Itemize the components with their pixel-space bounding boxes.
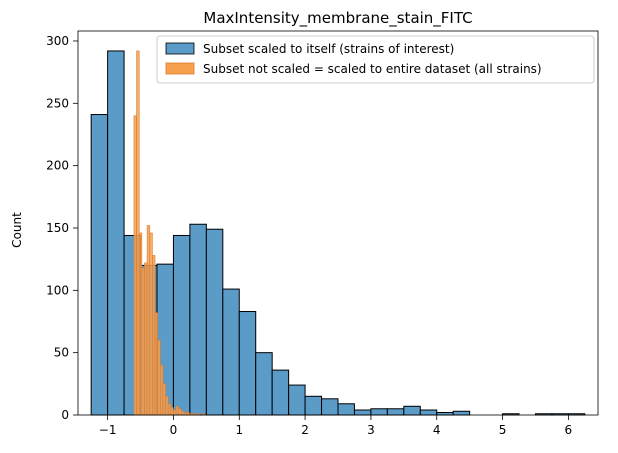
y-tick-label: 300 bbox=[46, 34, 69, 48]
series-2-bar bbox=[167, 403, 172, 416]
series-1-bar bbox=[452, 410, 471, 416]
series-2-bar bbox=[175, 405, 180, 416]
series-2-bar bbox=[162, 383, 166, 416]
x-tick-label: 1 bbox=[235, 423, 243, 437]
series-2-bar bbox=[157, 339, 161, 416]
legend: Subset scaled to itself (strains of inte… bbox=[156, 35, 595, 84]
series-2-bar bbox=[152, 255, 156, 416]
series-2-bar bbox=[165, 395, 169, 416]
series-1-bar bbox=[205, 228, 224, 416]
series-2-bar bbox=[138, 232, 143, 416]
y-axis-label: Count bbox=[10, 212, 24, 248]
series-1-bar bbox=[419, 409, 438, 416]
series-1-bar bbox=[271, 369, 290, 416]
plot-frame bbox=[77, 30, 599, 416]
series-1-bar bbox=[288, 384, 306, 416]
series-2-bar bbox=[181, 410, 185, 416]
x-tick-label: 5 bbox=[499, 423, 507, 437]
series-1-bar bbox=[172, 234, 191, 416]
legend-label: Subset not scaled = scaled to entire dat… bbox=[203, 62, 542, 76]
series-2-bar bbox=[136, 50, 140, 416]
series-1-bar bbox=[370, 408, 388, 416]
series-1 bbox=[90, 50, 586, 416]
series-2-bar bbox=[141, 267, 145, 416]
series-2-bar bbox=[149, 232, 153, 416]
legend-swatch bbox=[165, 62, 195, 75]
y-tick-label: 200 bbox=[46, 159, 69, 173]
series-1-bar bbox=[255, 352, 273, 416]
x-tick-label: 6 bbox=[565, 423, 573, 437]
series-1-bar bbox=[222, 288, 240, 416]
x-tick-label: 4 bbox=[433, 423, 441, 437]
y-tick-label: 250 bbox=[46, 96, 69, 110]
series-1-bar bbox=[337, 403, 355, 416]
y-tick-label: 150 bbox=[46, 221, 69, 235]
x-tick-label: 2 bbox=[301, 423, 309, 437]
y-tick-label: 0 bbox=[61, 408, 69, 422]
series-2-bar bbox=[173, 409, 177, 416]
series-1-bar bbox=[107, 50, 125, 416]
legend-label: Subset scaled to itself (strains of inte… bbox=[203, 42, 454, 56]
series-2-bar bbox=[133, 115, 137, 416]
series-1-bar bbox=[386, 408, 405, 416]
series-2-bar bbox=[159, 364, 164, 416]
y-tick-label: 50 bbox=[54, 346, 69, 360]
series-2-bar bbox=[170, 407, 174, 416]
x-tick-label: 0 bbox=[170, 423, 178, 437]
series-2-bar bbox=[154, 312, 158, 416]
series-1-bar bbox=[304, 395, 323, 416]
series-2-bar bbox=[146, 225, 151, 416]
plot-area bbox=[77, 30, 599, 416]
x-axis: −1 0 1 2 3 4 5 6 bbox=[99, 415, 572, 437]
series-1-bar bbox=[90, 114, 109, 416]
series-1-bar bbox=[403, 405, 421, 416]
series-1-bar bbox=[353, 409, 372, 416]
y-axis: 0 50 100 150 200 250 300 bbox=[46, 34, 78, 422]
series-2-bar bbox=[178, 408, 182, 416]
y-tick-label: 100 bbox=[46, 283, 69, 297]
legend-box bbox=[156, 35, 595, 84]
x-tick-label: 3 bbox=[367, 423, 375, 437]
legend-swatch bbox=[165, 42, 195, 55]
series-1-bar bbox=[189, 223, 207, 416]
chart-title: MaxIntensity_membrane_stain_FITC bbox=[203, 9, 472, 28]
x-tick-label: −1 bbox=[99, 423, 117, 437]
series-1-bar bbox=[321, 398, 339, 416]
series-1-bar bbox=[238, 311, 257, 416]
series-2-bar bbox=[144, 262, 148, 416]
